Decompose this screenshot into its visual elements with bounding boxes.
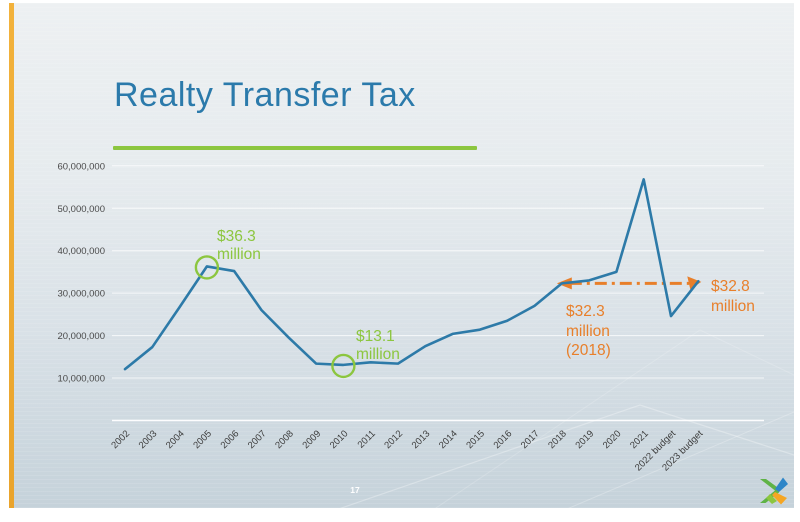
annotation-2018-level: $32.3 million (2018) [566,303,611,359]
annotation-circle [194,255,220,280]
page-number: 17 [350,485,360,495]
revenue-line-series [123,178,700,371]
y-axis-tick-label: 20,000,000 [57,331,105,342]
y-axis-tick-label: 40,000,000 [57,246,105,257]
annotation-2005-peak: $36.3 million [217,228,261,263]
annotation-2010-low: $13.1 million [356,328,400,363]
annotation-2023-budget: $32.8 million [711,278,755,315]
reference-arrow-right [687,276,702,290]
annotation-circle [331,353,356,379]
x-logo-shapes [760,477,788,505]
y-axis-tick-label: 60,000,000 [57,161,105,172]
y-axis-tick-label: 50,000,000 [57,204,105,215]
slide-title: Realty Transfer Tax [114,76,416,114]
left-accent-bar [9,3,14,508]
y-axis-tick-label: 30,000,000 [57,289,105,300]
title-underline [113,146,477,150]
y-axis-tick-label: 10,000,000 [57,374,105,385]
right-edge-strip [794,3,800,508]
